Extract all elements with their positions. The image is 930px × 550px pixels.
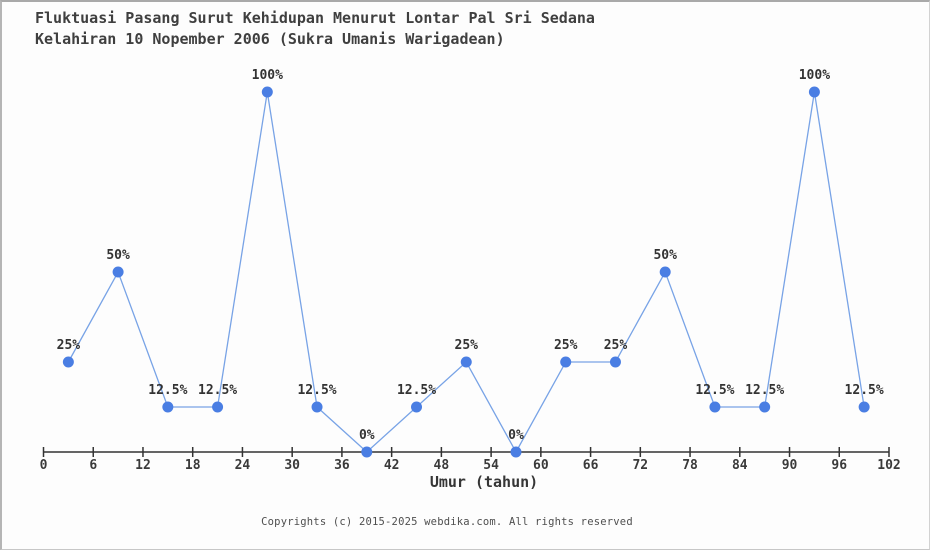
data-point-marker — [609, 356, 621, 368]
x-tick-label: 48 — [434, 458, 450, 473]
data-point-label: 0% — [359, 428, 375, 443]
x-tick-label: 30 — [284, 458, 300, 473]
x-axis-title: Umur (tahun) — [429, 473, 539, 491]
data-point-label: 12.5% — [297, 383, 336, 398]
data-point-marker — [411, 401, 423, 413]
data-point-label: 50% — [106, 248, 130, 263]
copyright-text: Copyrights (c) 2015-2025 webdika.com. Al… — [261, 516, 633, 528]
data-point-marker — [510, 446, 522, 458]
data-point-marker — [261, 86, 273, 98]
data-point-label: 0% — [508, 428, 524, 443]
data-point-marker — [212, 401, 224, 413]
chart-title: Fluktuasi Pasang Surut Kehidupan Menurut… — [35, 8, 595, 50]
x-tick-label: 0 — [40, 458, 48, 473]
data-point-label: 12.5% — [198, 383, 237, 398]
data-point-label: 100% — [252, 68, 283, 83]
data-point-marker — [808, 86, 820, 98]
data-point-marker — [858, 401, 870, 413]
data-point-marker — [162, 401, 174, 413]
data-point-marker — [560, 356, 572, 368]
x-tick-label: 90 — [782, 458, 798, 473]
data-point-label: 25% — [455, 338, 479, 353]
data-point-marker — [460, 356, 472, 368]
data-point-label: 12.5% — [745, 383, 784, 398]
x-tick-label: 78 — [682, 458, 698, 473]
data-point-marker — [709, 401, 721, 413]
chart-title-line1: Fluktuasi Pasang Surut Kehidupan Menurut… — [35, 9, 595, 27]
series-line — [67, 91, 865, 454]
data-point-marker — [659, 266, 671, 278]
x-tick-label: 66 — [583, 458, 599, 473]
data-point-label: 100% — [799, 68, 830, 83]
data-point-marker — [361, 446, 373, 458]
data-point-marker — [759, 401, 771, 413]
data-point-label: 25% — [604, 338, 628, 353]
x-tick-label: 84 — [732, 458, 748, 473]
x-tick-label: 60 — [533, 458, 549, 473]
x-tick-label: 42 — [384, 458, 400, 473]
data-point-label: 12.5% — [148, 383, 187, 398]
data-point-marker — [62, 356, 74, 368]
x-tick-label: 96 — [831, 458, 847, 473]
chart-title-line2: Kelahiran 10 Nopember 2006 (Sukra Umanis… — [35, 30, 505, 48]
data-point-label: 25% — [57, 338, 81, 353]
x-tick-label: 24 — [235, 458, 251, 473]
x-tick-label: 54 — [483, 458, 499, 473]
x-tick-label: 6 — [89, 458, 97, 473]
data-point-label: 50% — [653, 248, 677, 263]
data-point-label: 12.5% — [397, 383, 436, 398]
x-tick-label: 102 — [877, 458, 900, 473]
data-point-label: 12.5% — [695, 383, 734, 398]
x-tick-label: 36 — [334, 458, 350, 473]
data-point-marker — [112, 266, 124, 278]
data-point-label: 12.5% — [845, 383, 884, 398]
data-point-label: 25% — [554, 338, 578, 353]
data-point-marker — [311, 401, 323, 413]
x-tick-label: 12 — [135, 458, 151, 473]
x-tick-label: 72 — [632, 458, 648, 473]
x-tick-label: 18 — [185, 458, 201, 473]
